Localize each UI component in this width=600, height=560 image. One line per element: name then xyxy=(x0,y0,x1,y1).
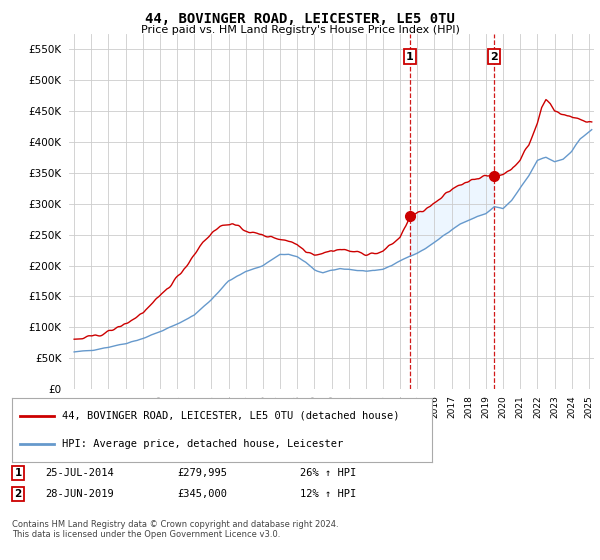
Text: 28-JUN-2019: 28-JUN-2019 xyxy=(45,489,114,499)
Text: 2: 2 xyxy=(490,52,498,62)
Text: 44, BOVINGER ROAD, LEICESTER, LE5 0TU: 44, BOVINGER ROAD, LEICESTER, LE5 0TU xyxy=(145,12,455,26)
Text: 44, BOVINGER ROAD, LEICESTER, LE5 0TU (detached house): 44, BOVINGER ROAD, LEICESTER, LE5 0TU (d… xyxy=(62,410,400,421)
Text: 26% ↑ HPI: 26% ↑ HPI xyxy=(300,468,356,478)
Text: HPI: Average price, detached house, Leicester: HPI: Average price, detached house, Leic… xyxy=(62,439,344,449)
Text: 1: 1 xyxy=(406,52,414,62)
Text: 1: 1 xyxy=(14,468,22,478)
Text: £345,000: £345,000 xyxy=(177,489,227,499)
Text: 25-JUL-2014: 25-JUL-2014 xyxy=(45,468,114,478)
Text: 2: 2 xyxy=(14,489,22,499)
Text: Contains HM Land Registry data © Crown copyright and database right 2024.
This d: Contains HM Land Registry data © Crown c… xyxy=(12,520,338,539)
Text: 12% ↑ HPI: 12% ↑ HPI xyxy=(300,489,356,499)
Text: £279,995: £279,995 xyxy=(177,468,227,478)
Text: Price paid vs. HM Land Registry's House Price Index (HPI): Price paid vs. HM Land Registry's House … xyxy=(140,25,460,35)
